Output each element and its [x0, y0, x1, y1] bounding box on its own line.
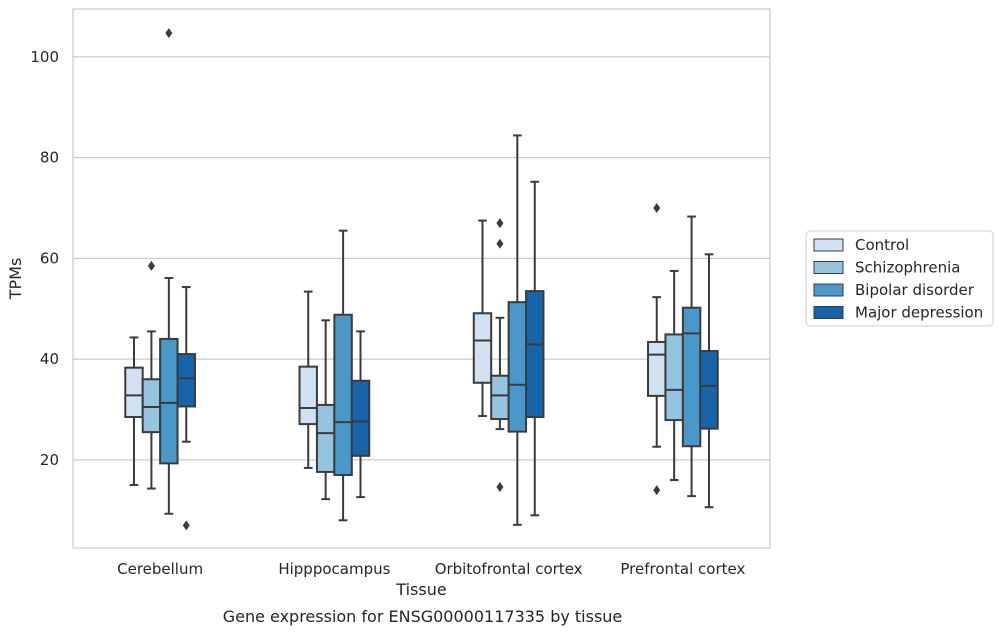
box-iqr: [472, 312, 493, 384]
box-schizophrenia: [664, 269, 684, 481]
outlier-point: [653, 485, 661, 496]
y-tick-label: 60: [40, 249, 59, 267]
box-control: [298, 290, 318, 469]
box-major-depression: [350, 330, 371, 499]
box-schizophrenia: [141, 260, 162, 490]
outlier-point: [496, 238, 504, 249]
box-iqr: [647, 340, 667, 397]
outlier-point: [147, 260, 155, 271]
x-tick-label: Hipppocampus: [278, 560, 390, 578]
box-major-depression: [699, 253, 719, 509]
box-control: [647, 202, 667, 496]
box-iqr: [124, 366, 144, 419]
x-tick-labels: Cerebellum Hipppocampus Orbitofrontal cort…: [117, 560, 745, 578]
x-axis-label: Tissue: [395, 580, 446, 599]
box-iqr: [507, 301, 528, 433]
y-tick-label: 20: [40, 451, 59, 469]
box-iqr: [333, 313, 353, 476]
box-iqr: [664, 333, 684, 422]
y-tick-label: 40: [40, 350, 59, 368]
box-iqr: [298, 365, 318, 426]
y-tick-label: 80: [40, 149, 59, 167]
plot-frame: [72, 8, 771, 549]
outlier-point: [496, 218, 504, 229]
box-iqr: [699, 350, 719, 430]
legend-frame: [805, 230, 994, 327]
y-tick-label: 100: [30, 48, 59, 66]
box-bipolar-disorder: [333, 229, 353, 522]
box-major-depression: [525, 180, 545, 517]
box-iqr: [490, 374, 510, 421]
legend-label: Major depression: [855, 304, 983, 322]
x-tick-label: Cerebellum: [117, 560, 203, 578]
legend-swatch: [813, 306, 844, 319]
outlier-point: [653, 202, 661, 213]
box-iqr: [159, 337, 179, 465]
legend-swatch: [813, 261, 844, 274]
x-tick-label: Prefrontal cortex: [620, 560, 745, 578]
box-layer: [124, 28, 719, 531]
legend-swatch: [813, 238, 844, 252]
chart-title: Gene expression for ENSG00000117335 by t…: [223, 607, 623, 626]
box-iqr: [141, 378, 162, 434]
box-iqr: [315, 403, 336, 473]
box-bipolar-disorder: [159, 28, 179, 515]
y-tick-labels: 20 40 60 80 100: [30, 48, 59, 469]
outlier-point: [496, 482, 504, 493]
box-bipolar-disorder: [507, 134, 528, 526]
box-control: [472, 219, 493, 418]
legend: Control Schizophrenia Bipolar disorder Majo…: [805, 230, 994, 327]
box-iqr: [176, 353, 196, 408]
legend-label: Bipolar disorder: [855, 281, 975, 299]
x-tick-label: Orbitofrontal cortex: [435, 560, 583, 578]
box-schizophrenia: [490, 218, 510, 493]
box-major-depression: [176, 286, 196, 531]
box-iqr: [681, 306, 702, 448]
outlier-point: [182, 520, 190, 531]
box-iqr: [350, 379, 371, 457]
y-axis-label: TPMs: [6, 258, 25, 301]
box-iqr: [525, 290, 545, 419]
legend-label: Schizophrenia: [855, 259, 960, 277]
legend-label: Control: [855, 236, 909, 254]
outlier-point: [165, 28, 173, 39]
legend-swatch: [813, 283, 844, 297]
box-schizophrenia: [315, 319, 336, 501]
